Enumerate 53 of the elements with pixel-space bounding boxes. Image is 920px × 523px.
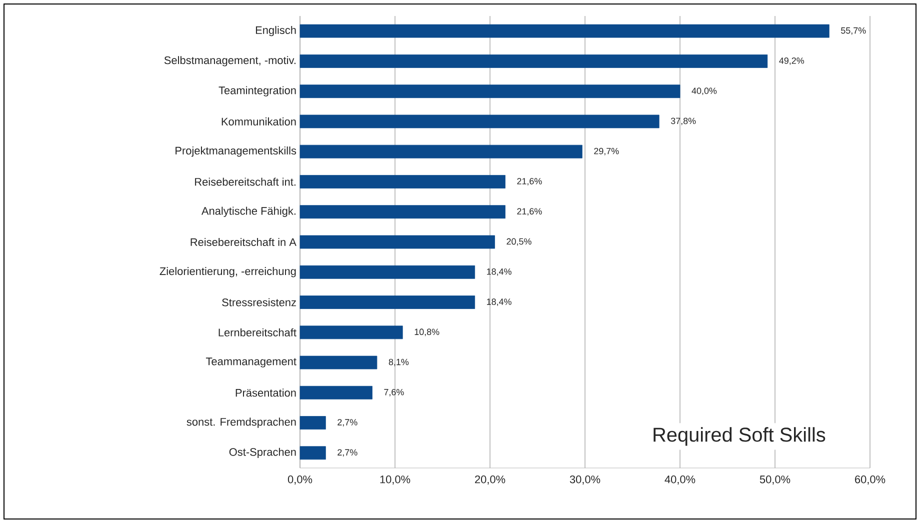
data-label: 7,6% [384,388,404,396]
bar [300,296,476,309]
y-tick-label: Ost-Sprachen [229,448,296,458]
data-label: 10,8% [414,328,440,336]
x-tick-label: 10,0% [380,476,410,485]
y-tick-label: Präsentation [236,388,296,397]
bar [300,205,506,219]
bar [300,446,326,460]
y-tick-label: Stressresistenz [222,298,296,306]
data-label: 8,1% [388,358,409,366]
x-tick-label: 50,0% [760,476,790,485]
data-label: 55,7% [841,27,866,35]
y-tick-label: Reisebereitschaft int. [195,178,296,186]
y-tick-label: sonst. Fremdsprachen [186,418,296,428]
bar [300,235,495,249]
x-tick-label: 20,0% [475,476,506,485]
text: Required Soft Skills [654,427,826,446]
bar [300,84,680,98]
y-tick-label: Teamintegration [218,86,296,96]
bar [300,326,403,340]
bar [300,114,660,128]
data-label: 2,7% [338,419,358,426]
bar [300,24,830,38]
bar [300,356,378,370]
data-label: 37,8% [670,118,696,126]
bar [300,386,372,400]
bar [300,416,326,430]
data-label: 40,0% [692,88,717,96]
data-label: 49,2% [779,57,804,65]
data-label: 2,7% [338,449,358,457]
x-tick-label: 0,0% [288,476,312,485]
bar [300,144,582,158]
data-label: 18,4% [487,298,512,306]
x-tick-label: 30,0% [570,476,600,485]
data-label: 18,4% [487,268,512,276]
data-label: 21,6% [517,208,542,216]
y-tick-label: Kommunikation [222,117,296,126]
y-tick-label: Analytische Fähigk. [201,206,296,217]
y-tick-label: Selbstmanagement, -motiv. [164,56,296,66]
x-tick-label: 40,0% [664,476,696,485]
x-tick-label: 60,0% [855,476,886,485]
bar [300,265,476,279]
data-label: 20,5% [506,238,532,246]
data-label: 21,6% [517,178,542,186]
y-tick-label: Reisebereitschaft in A [190,238,296,246]
y-tick-label: Zielorientierung, -erreichung [160,267,296,278]
bar [300,175,506,188]
y-tick-label: Englisch [256,26,296,36]
y-tick-label: Lernbereitschaft [218,328,296,336]
bar [300,54,768,68]
data-label: 29,7% [594,148,619,156]
y-tick-label: Projektmanagementskills [176,146,296,157]
y-tick-label: Teammanagement [206,358,296,368]
